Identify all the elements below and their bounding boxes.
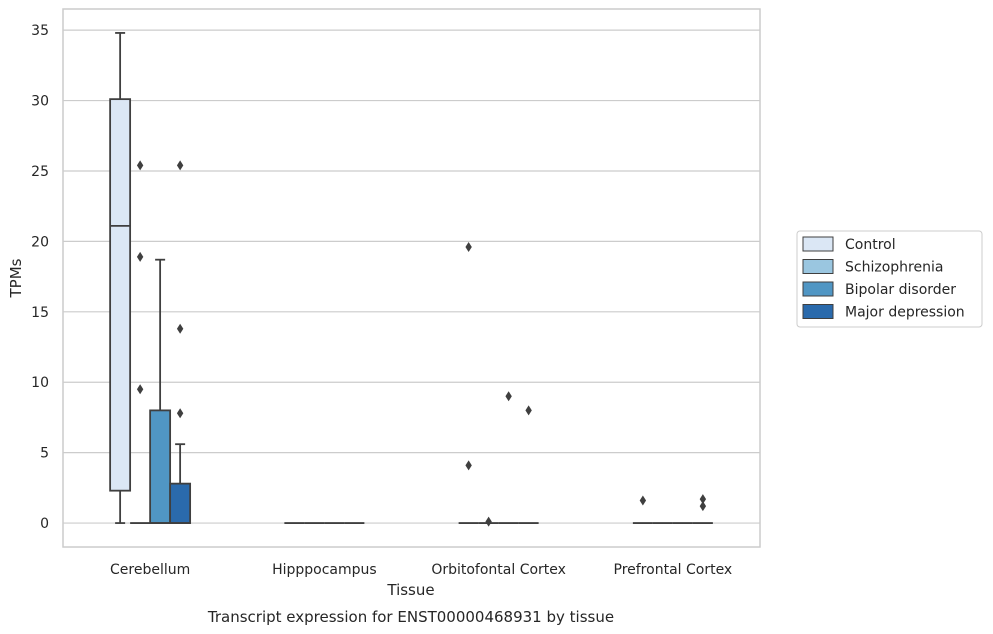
box-group [109, 32, 132, 524]
box [169, 482, 192, 524]
legend-frame [796, 230, 983, 328]
box-group [458, 242, 479, 524]
legend-swatch [802, 236, 834, 252]
y-tick-labels: 0 5 10 15 20 25 30 35 [31, 23, 49, 532]
box-group [478, 516, 499, 527]
box [109, 98, 132, 492]
y-tick-label: 15 [31, 305, 49, 321]
x-tick-label: Prefrontal Cortex [614, 562, 733, 578]
y-tick-label: 0 [40, 516, 49, 532]
plot-frame [62, 8, 761, 548]
chart-caption: Transcript expression for ENST0000046893… [207, 608, 614, 626]
legend-label: Schizophrenia [845, 260, 943, 276]
y-tick-label: 25 [31, 164, 49, 180]
outlier-point [136, 251, 144, 262]
box-group [518, 405, 539, 524]
outlier-point [465, 460, 472, 471]
outlier-point [176, 160, 184, 171]
box-group [632, 495, 653, 524]
outlier-point [639, 495, 647, 506]
y-tick-label: 20 [31, 234, 49, 250]
outlier-point [465, 242, 472, 253]
legend: Control Schizophrenia Bipolar disorder Majo… [796, 230, 983, 328]
outlier-point [699, 494, 707, 505]
box [149, 409, 172, 524]
outlier-point [485, 516, 492, 527]
box-group [149, 258, 172, 524]
outlier-point [505, 391, 512, 402]
box-group [498, 391, 519, 524]
x-tick-labels: Cerebellum Hipppocampus Orbitofontal Corte… [110, 562, 732, 578]
legend-label: Bipolar disorder [845, 282, 956, 298]
y-tick-label: 10 [31, 375, 49, 391]
legend-label: Major depression [845, 305, 965, 321]
y-axis-title: TPMs [7, 258, 25, 298]
x-tick-label: Cerebellum [110, 562, 190, 578]
y-tick-label: 30 [31, 94, 49, 110]
legend-swatch [802, 304, 834, 319]
legend-swatch [802, 281, 834, 297]
y-tick-label: 5 [40, 446, 49, 462]
box-group [130, 160, 151, 524]
box-groups [109, 32, 713, 527]
outlier-point [176, 408, 184, 419]
box-group [692, 494, 713, 524]
outlier-point [176, 323, 184, 334]
outlier-point [525, 405, 532, 416]
x-tick-label: Orbitofontal Cortex [431, 562, 566, 578]
grid-lines [63, 29, 760, 524]
y-tick-label: 35 [31, 23, 49, 39]
legend-label: Control [845, 237, 896, 253]
outlier-point [136, 384, 144, 395]
x-tick-label: Hipppocampus [272, 562, 377, 578]
box-group [169, 160, 192, 524]
outlier-point [136, 160, 144, 171]
legend-swatch [802, 259, 834, 274]
x-axis-title: Tissue [386, 581, 434, 599]
outlier-point [699, 501, 707, 512]
